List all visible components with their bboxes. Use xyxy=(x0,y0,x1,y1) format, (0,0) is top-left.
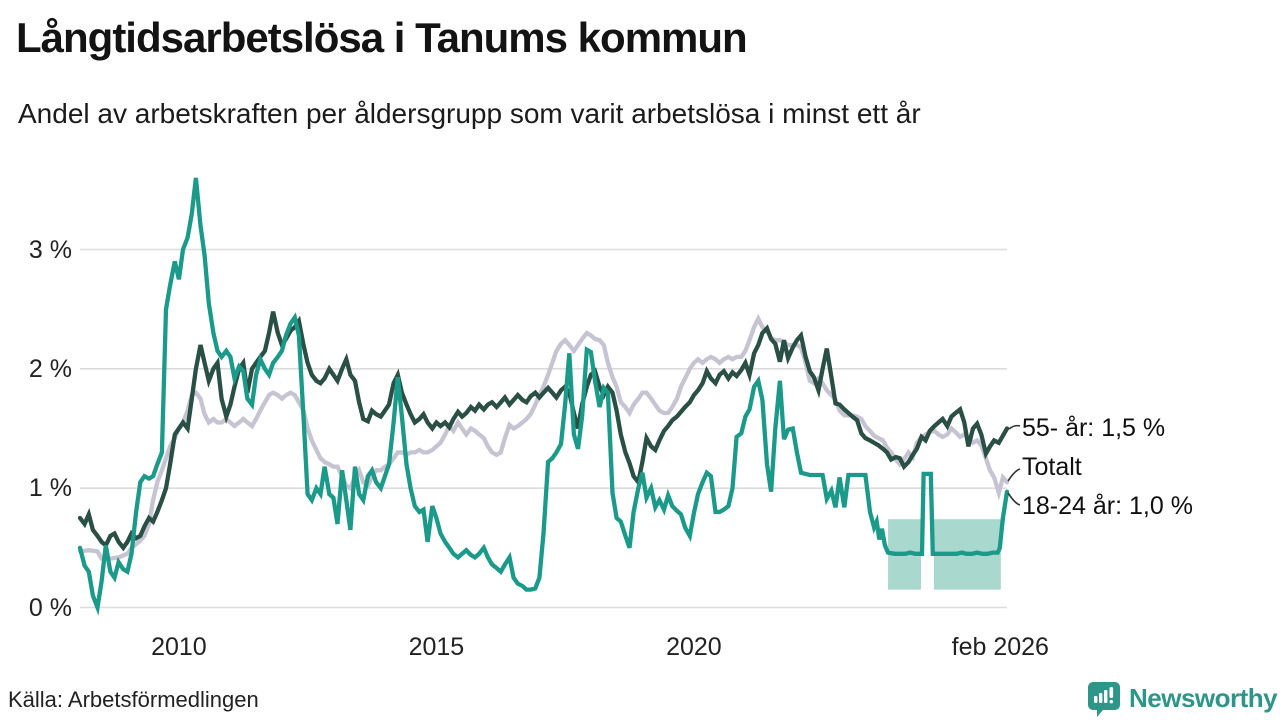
y-tick-label: 2 % xyxy=(28,354,72,383)
series-label-totalt: Totalt xyxy=(1022,453,1082,481)
leader-55-icon xyxy=(1008,424,1021,430)
series-label-55: 55- år: 1,5 % xyxy=(1022,414,1166,442)
chart-subtitle: Andel av arbetskraften per åldersgrupp s… xyxy=(18,98,921,129)
newsworthy-bubble-chart-icon xyxy=(1088,682,1120,717)
newsworthy-wordmark: Newsworthy xyxy=(1129,683,1278,713)
x-tick-label: 2010 xyxy=(151,633,207,661)
x-tick-label: feb 2026 xyxy=(951,633,1049,661)
newsworthy-logo: Newsworthy xyxy=(1086,680,1278,717)
y-tick-label: 1 % xyxy=(28,474,72,503)
x-tick-label: 2015 xyxy=(408,633,465,661)
y-tick-label: 3 % xyxy=(28,235,72,264)
series-lines xyxy=(77,177,1010,616)
x-tick-label: 2020 xyxy=(666,633,722,661)
leader-totalt-icon xyxy=(1007,468,1021,482)
leader-18-24-icon xyxy=(1007,492,1021,506)
page-title: Långtidsarbetslösa i Tanums kommun xyxy=(16,14,748,61)
gridlines xyxy=(80,248,1007,609)
source-note: Källa: Arbetsförmedlingen xyxy=(8,687,259,712)
line-Totalt xyxy=(77,313,1010,561)
series-label-18-24: 18-24 år: 1,0 % xyxy=(1022,492,1193,520)
line-55- år xyxy=(77,311,1010,552)
label-leader-lines xyxy=(1007,424,1021,506)
y-tick-label: 0 % xyxy=(28,593,72,622)
line-18-24 år xyxy=(77,177,1010,616)
